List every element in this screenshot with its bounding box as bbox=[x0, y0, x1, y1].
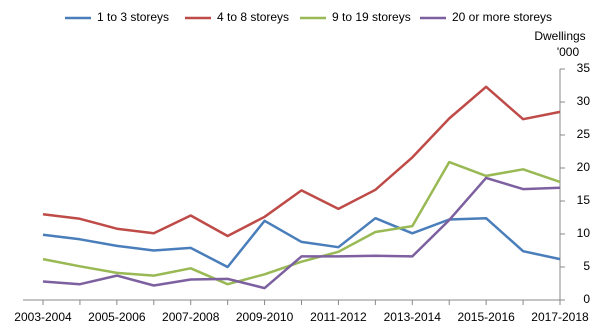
x-tick-label: 2011-2012 bbox=[310, 310, 367, 324]
y-axis-title: '000 bbox=[557, 45, 580, 59]
y-tick-label: 15 bbox=[577, 193, 591, 207]
x-tick-label: 2017-2018 bbox=[531, 310, 589, 324]
series-line bbox=[42, 160, 561, 286]
y-tick-label: 20 bbox=[577, 160, 591, 174]
legend-label: 4 to 8 storeys bbox=[217, 10, 289, 24]
legend-label: 9 to 19 storeys bbox=[332, 10, 411, 24]
legend-label: 1 to 3 storeys bbox=[97, 10, 169, 24]
x-tick-label: 2007-2008 bbox=[162, 310, 220, 324]
y-axis-title: Dwellings bbox=[534, 29, 585, 43]
y-tick-label: 35 bbox=[577, 61, 591, 75]
y-tick-label: 0 bbox=[583, 292, 590, 306]
x-tick-label: 2013-2014 bbox=[384, 310, 442, 324]
y-tick-label: 30 bbox=[577, 94, 591, 108]
x-tick-label: 2005-2006 bbox=[88, 310, 146, 324]
series-line bbox=[42, 216, 561, 269]
y-tick-label: 25 bbox=[577, 127, 591, 141]
x-tick-label: 2003-2004 bbox=[14, 310, 72, 324]
x-tick-label: 2009-2010 bbox=[236, 310, 294, 324]
legend-label: 20 or more storeys bbox=[452, 10, 552, 24]
y-tick-label: 10 bbox=[577, 226, 591, 240]
series-line bbox=[42, 176, 561, 290]
series-line bbox=[42, 85, 561, 238]
x-tick-label: 2015-2016 bbox=[457, 310, 515, 324]
y-tick-label: 5 bbox=[583, 259, 590, 273]
